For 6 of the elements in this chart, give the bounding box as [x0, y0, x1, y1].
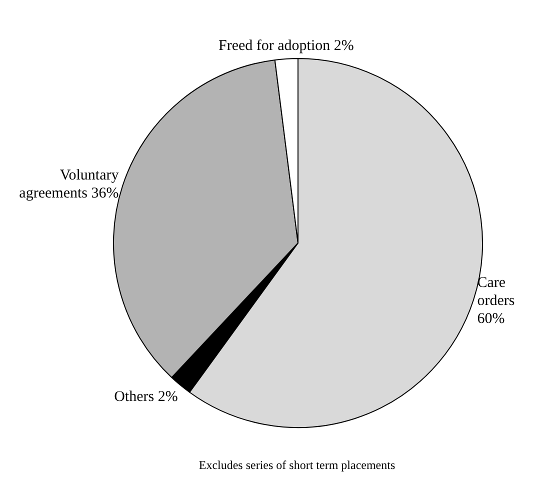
slice-label: Care orders	[477, 275, 515, 310]
slice-label: Voluntary agreements 36%	[19, 168, 120, 202]
data-label: 60%	[477, 311, 505, 328]
slice-label: Freed for adoption 2%	[218, 38, 354, 54]
slice-label: Others 2%	[114, 389, 178, 406]
text: Excludes series of short term placements	[198, 458, 396, 472]
